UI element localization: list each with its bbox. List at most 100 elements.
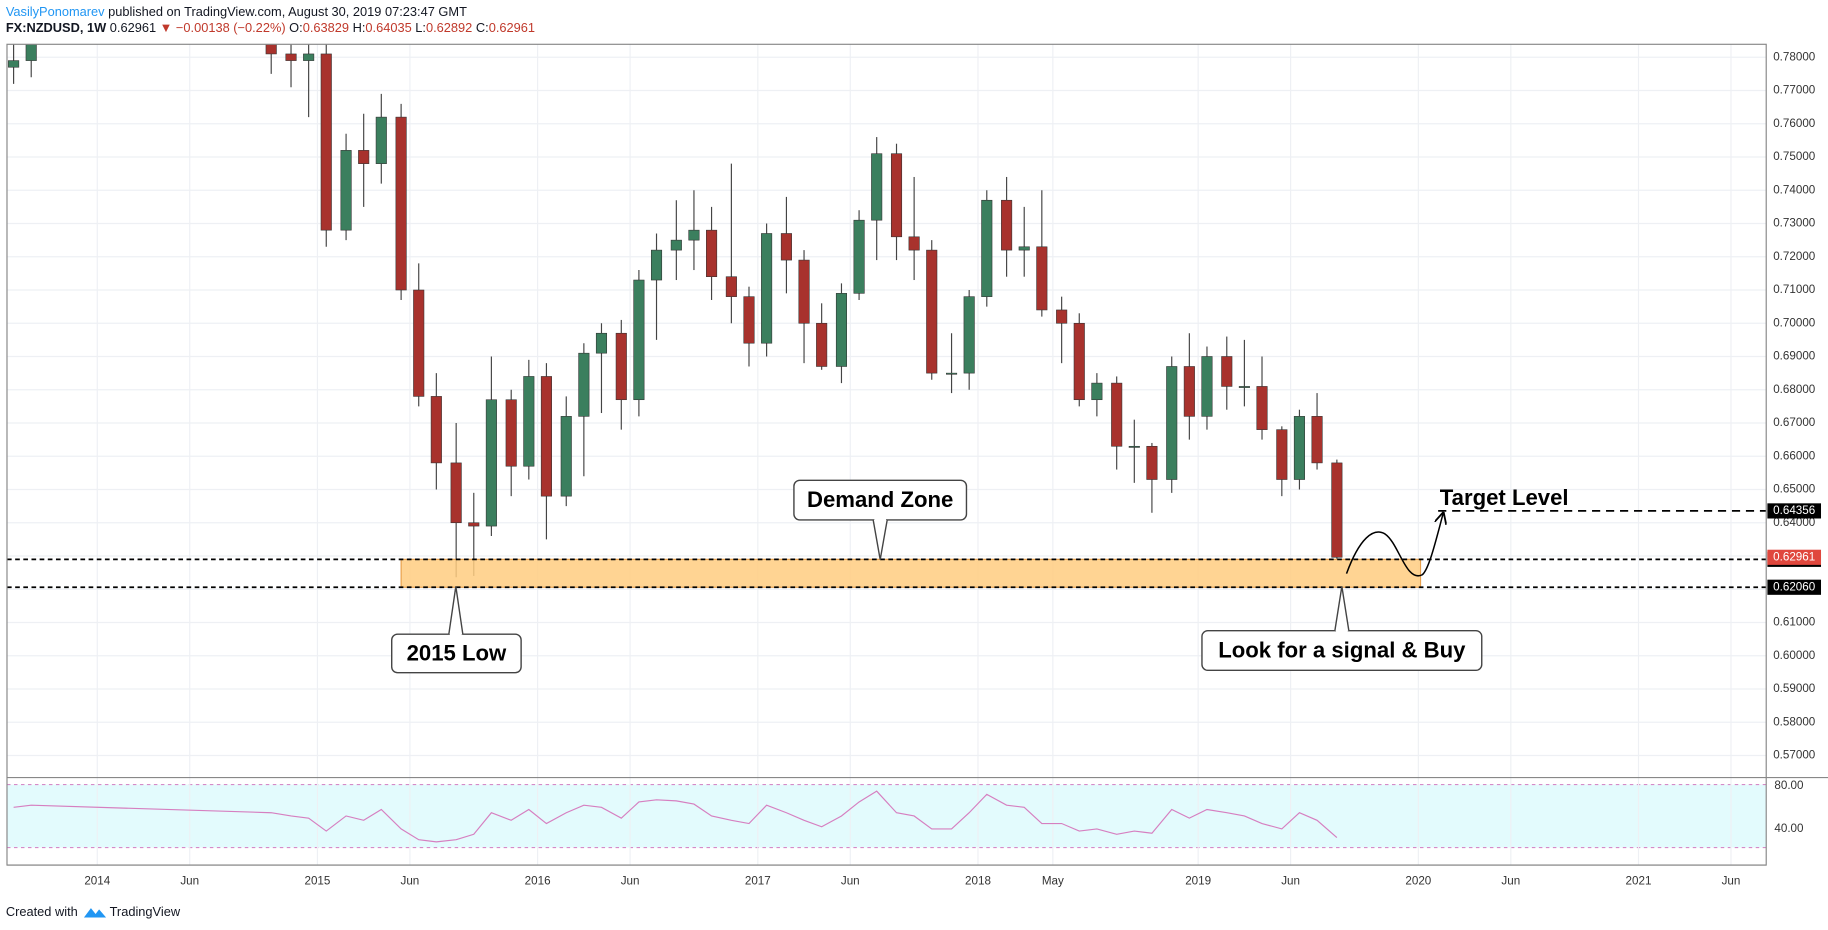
candle-body [890, 153, 903, 238]
candle-body [908, 236, 920, 251]
candle-body [1128, 445, 1140, 448]
candle-body [835, 293, 848, 367]
footer-brand[interactable]: TradingView [110, 904, 181, 919]
change: ▼ −0.00138 (−0.22%) [160, 21, 286, 36]
callout-label: 2015 Low [407, 640, 507, 665]
candle-body [1331, 462, 1343, 558]
x-tick-label: 2014 [84, 874, 110, 887]
candle-body [670, 239, 682, 251]
candle-body [743, 296, 755, 344]
candle-body [1311, 416, 1323, 464]
candle-body [485, 399, 497, 527]
x-tick-label: 2017 [745, 874, 771, 887]
candle-body [1221, 356, 1233, 387]
published: published on TradingView.com, August 30,… [108, 4, 467, 19]
candle-body [375, 116, 387, 164]
x-tick-label: 2015 [304, 874, 330, 887]
candle-body [540, 376, 552, 497]
x-tick-label: May [1042, 874, 1064, 887]
candle-body [1238, 386, 1250, 388]
ohlc-label: L: [415, 21, 426, 36]
callout-label: Demand Zone [807, 487, 953, 512]
candle-body [1073, 322, 1085, 401]
x-tick-label: Jun [621, 874, 640, 887]
candle-body [871, 153, 883, 221]
candle-body [25, 44, 37, 61]
candle-body [413, 289, 425, 397]
candle-body [578, 352, 590, 417]
rsi-line [13, 790, 1338, 843]
y-tick-label: 0.64000 [1773, 516, 1816, 529]
callout-label: Look for a signal & Buy [1218, 638, 1466, 663]
candle-body [1001, 199, 1013, 251]
author: VasilyPonomarev [6, 4, 105, 19]
candle-body [1256, 386, 1268, 430]
candle-body [1056, 309, 1068, 324]
y-tick-label: 0.77000 [1773, 84, 1816, 97]
price-badge-label: 0.62060 [1773, 580, 1816, 593]
candle-body [946, 372, 958, 375]
price-pane [8, 44, 1422, 588]
rsi-tick-label: 80.00 [1774, 779, 1804, 792]
callout-tail [872, 519, 888, 560]
candle-body [1146, 445, 1158, 480]
y-tick-label: 0.66000 [1773, 449, 1816, 462]
y-tick-label: 0.75000 [1773, 150, 1816, 163]
candle-body [8, 60, 20, 68]
grid: 2014 Jun 2015 Jun 2016 Jun 2017 Jun 2018 May 2019 J… [6, 44, 1816, 887]
logo [83, 908, 107, 918]
callout-tail [448, 586, 464, 635]
candle-body [450, 462, 462, 524]
candle-body [1091, 382, 1103, 401]
target-label: Target Level [1440, 485, 1569, 510]
x-tick-label: Jun [1722, 874, 1741, 887]
candle-body [725, 276, 737, 297]
x-tick-label: 2020 [1405, 874, 1431, 887]
candle-body [395, 116, 407, 291]
candle-body [468, 522, 480, 527]
header-line: FX:NZDUSD, 1W 0.62961 ▼ −0.00138 (−0.22%… [6, 21, 535, 36]
header-line: VasilyPonomarev published on TradingView… [6, 4, 467, 19]
x-tick-label: 2019 [1185, 874, 1211, 887]
candle-body [816, 322, 828, 367]
candle-body [265, 44, 277, 55]
x-tick-label: Jun [841, 874, 860, 887]
y-tick-label: 0.70000 [1773, 316, 1816, 329]
candle-body [1183, 366, 1195, 417]
y-tick-label: 0.68000 [1773, 383, 1816, 396]
candle-body [798, 259, 810, 324]
ohlc-label: C: [476, 21, 489, 36]
rsi-band [6, 784, 1767, 848]
candle-body [303, 53, 315, 61]
x-tick-label: 2021 [1626, 874, 1652, 887]
candle-body [926, 249, 938, 374]
candle-body [780, 233, 792, 261]
y-tick-label: 0.72000 [1773, 250, 1816, 263]
candle-body [981, 199, 993, 297]
candle-body [761, 233, 773, 344]
candle-body [595, 332, 608, 354]
price-badge [1767, 503, 1822, 519]
candle-body [358, 150, 370, 164]
last-price-badge [1767, 549, 1822, 565]
candle-body [523, 376, 535, 467]
ohlc-value: 0.62961 [489, 21, 535, 36]
candle-body [560, 416, 572, 497]
x-tick-label: 2016 [525, 874, 551, 887]
projection-curve [1345, 513, 1444, 577]
y-tick-label: 0.65000 [1773, 483, 1816, 496]
price: 0.62961 [110, 21, 156, 36]
demand-zone [400, 558, 1422, 588]
x-tick-label: Jun [1501, 874, 1520, 887]
y-tick-label: 0.57000 [1773, 749, 1816, 762]
y-tick-label: 0.71000 [1773, 283, 1816, 296]
candle-body [285, 53, 297, 61]
candle-body [1036, 246, 1048, 311]
candle-body [1018, 246, 1030, 251]
candle-body [853, 219, 865, 294]
